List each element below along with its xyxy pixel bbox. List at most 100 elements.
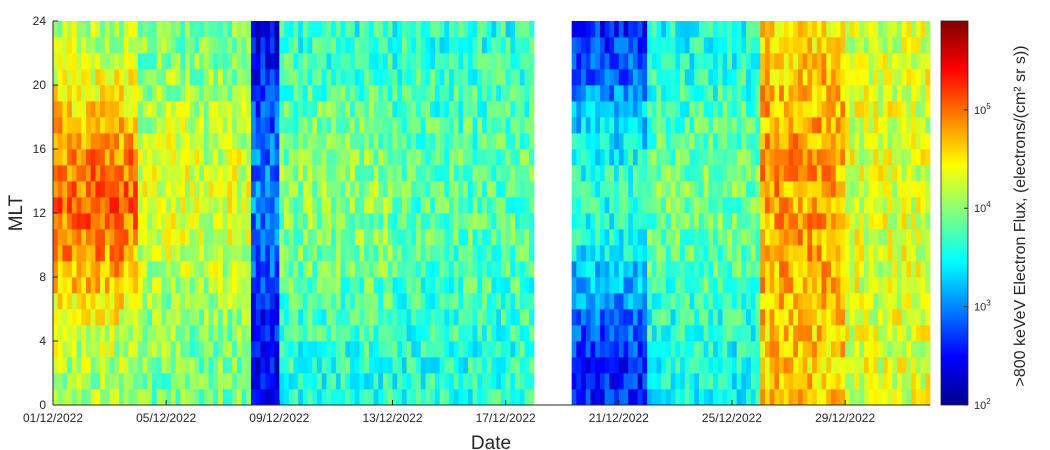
heatmap-cell bbox=[57, 165, 63, 182]
heatmap-cell bbox=[797, 85, 804, 102]
heatmap-cell bbox=[524, 293, 530, 310]
heatmap-cell bbox=[444, 85, 450, 102]
heatmap-cell bbox=[251, 53, 257, 70]
heatmap-cell bbox=[194, 325, 200, 342]
heatmap-cell bbox=[595, 69, 601, 86]
heatmap-cell bbox=[104, 117, 110, 134]
heatmap-cell bbox=[840, 197, 846, 214]
heatmap-cell bbox=[661, 213, 667, 230]
heatmap-cell bbox=[491, 133, 497, 150]
heatmap-cell bbox=[392, 21, 398, 38]
heatmap-cell bbox=[797, 37, 804, 54]
heatmap-cell bbox=[727, 69, 733, 86]
heatmap-cell bbox=[486, 21, 492, 38]
heatmap-cell bbox=[109, 357, 115, 374]
heatmap-cell bbox=[788, 261, 794, 278]
heatmap-cell bbox=[632, 373, 639, 390]
heatmap-cell bbox=[218, 21, 224, 38]
heatmap-cell bbox=[359, 197, 365, 214]
heatmap-cell bbox=[727, 229, 733, 246]
heatmap-cell bbox=[689, 357, 695, 374]
heatmap-cell bbox=[618, 21, 624, 38]
heatmap-cell bbox=[406, 325, 412, 342]
heatmap-cell bbox=[741, 245, 747, 262]
heatmap-cell bbox=[694, 261, 700, 278]
heatmap-cell bbox=[915, 213, 921, 230]
heatmap-cell bbox=[863, 341, 870, 358]
heatmap-cell bbox=[467, 341, 474, 358]
heatmap-cell bbox=[392, 85, 398, 102]
heatmap-cell bbox=[684, 53, 690, 70]
heatmap-cell bbox=[416, 85, 422, 102]
heatmap-cell bbox=[925, 229, 931, 246]
heatmap-cell bbox=[185, 53, 191, 70]
heatmap-cell bbox=[142, 85, 148, 102]
heatmap-cell bbox=[218, 357, 224, 374]
heatmap-cell bbox=[698, 101, 705, 118]
heatmap-cell bbox=[590, 229, 596, 246]
heatmap-cell bbox=[175, 213, 181, 230]
heatmap-cell bbox=[114, 117, 120, 134]
heatmap-cell bbox=[632, 197, 639, 214]
heatmap-cell bbox=[515, 85, 521, 102]
heatmap-cell bbox=[868, 357, 874, 374]
heatmap-cell bbox=[623, 389, 629, 406]
heatmap-cell bbox=[911, 357, 917, 374]
heatmap-cell bbox=[274, 133, 280, 150]
heatmap-cell bbox=[383, 213, 389, 230]
heatmap-cell bbox=[576, 277, 582, 294]
heatmap-cell bbox=[878, 149, 884, 166]
heatmap-cell bbox=[255, 37, 261, 54]
heatmap-cell bbox=[378, 309, 384, 326]
heatmap-cell bbox=[769, 53, 775, 70]
heatmap-cell bbox=[378, 197, 384, 214]
heatmap-cell bbox=[491, 85, 497, 102]
heatmap-cell bbox=[90, 373, 96, 390]
heatmap-cell bbox=[109, 389, 115, 406]
heatmap-cell bbox=[274, 293, 280, 310]
heatmap-cell bbox=[477, 245, 483, 262]
heatmap-cell bbox=[750, 293, 756, 310]
heatmap-cell bbox=[119, 197, 125, 214]
heatmap-cell bbox=[392, 181, 398, 198]
heatmap-cell bbox=[845, 85, 851, 102]
heatmap-cell bbox=[406, 373, 412, 390]
heatmap-cell bbox=[609, 325, 615, 342]
heatmap-cell bbox=[623, 277, 629, 294]
heatmap-cell bbox=[519, 149, 525, 166]
heatmap-cell bbox=[698, 181, 705, 198]
heatmap-cell bbox=[298, 277, 304, 294]
colorbar-tick-label: 102 bbox=[974, 397, 991, 412]
heatmap-cell bbox=[128, 197, 134, 214]
heatmap-cell bbox=[458, 357, 464, 374]
heatmap-cell bbox=[255, 341, 261, 358]
heatmap-cell bbox=[199, 293, 205, 310]
heatmap-cell bbox=[189, 293, 195, 310]
heatmap-cell bbox=[642, 149, 648, 166]
heatmap-cell bbox=[147, 373, 153, 390]
y-tick-label: 12 bbox=[33, 206, 47, 220]
heatmap-cell bbox=[260, 277, 266, 294]
heatmap-cell bbox=[797, 165, 804, 182]
heatmap-cell bbox=[783, 309, 789, 326]
heatmap-cell bbox=[147, 21, 153, 38]
heatmap-cell bbox=[727, 261, 733, 278]
heatmap-cell bbox=[284, 229, 290, 246]
heatmap-cell bbox=[656, 181, 662, 198]
heatmap-cell bbox=[208, 245, 214, 262]
heatmap-cell bbox=[406, 181, 412, 198]
heatmap-cell bbox=[180, 101, 186, 118]
heatmap-cell bbox=[401, 149, 408, 166]
heatmap-cell bbox=[750, 37, 756, 54]
heatmap-cell bbox=[830, 389, 837, 406]
heatmap-cell bbox=[925, 197, 931, 214]
heatmap-cell bbox=[161, 37, 167, 54]
heatmap-cell bbox=[614, 277, 620, 294]
heatmap-cell bbox=[119, 245, 125, 262]
heatmap-cell bbox=[515, 197, 521, 214]
heatmap-cell bbox=[496, 21, 502, 38]
heatmap-cell bbox=[623, 341, 629, 358]
heatmap-cell bbox=[807, 197, 813, 214]
heatmap-cell bbox=[675, 149, 681, 166]
heatmap-cell bbox=[797, 245, 804, 262]
